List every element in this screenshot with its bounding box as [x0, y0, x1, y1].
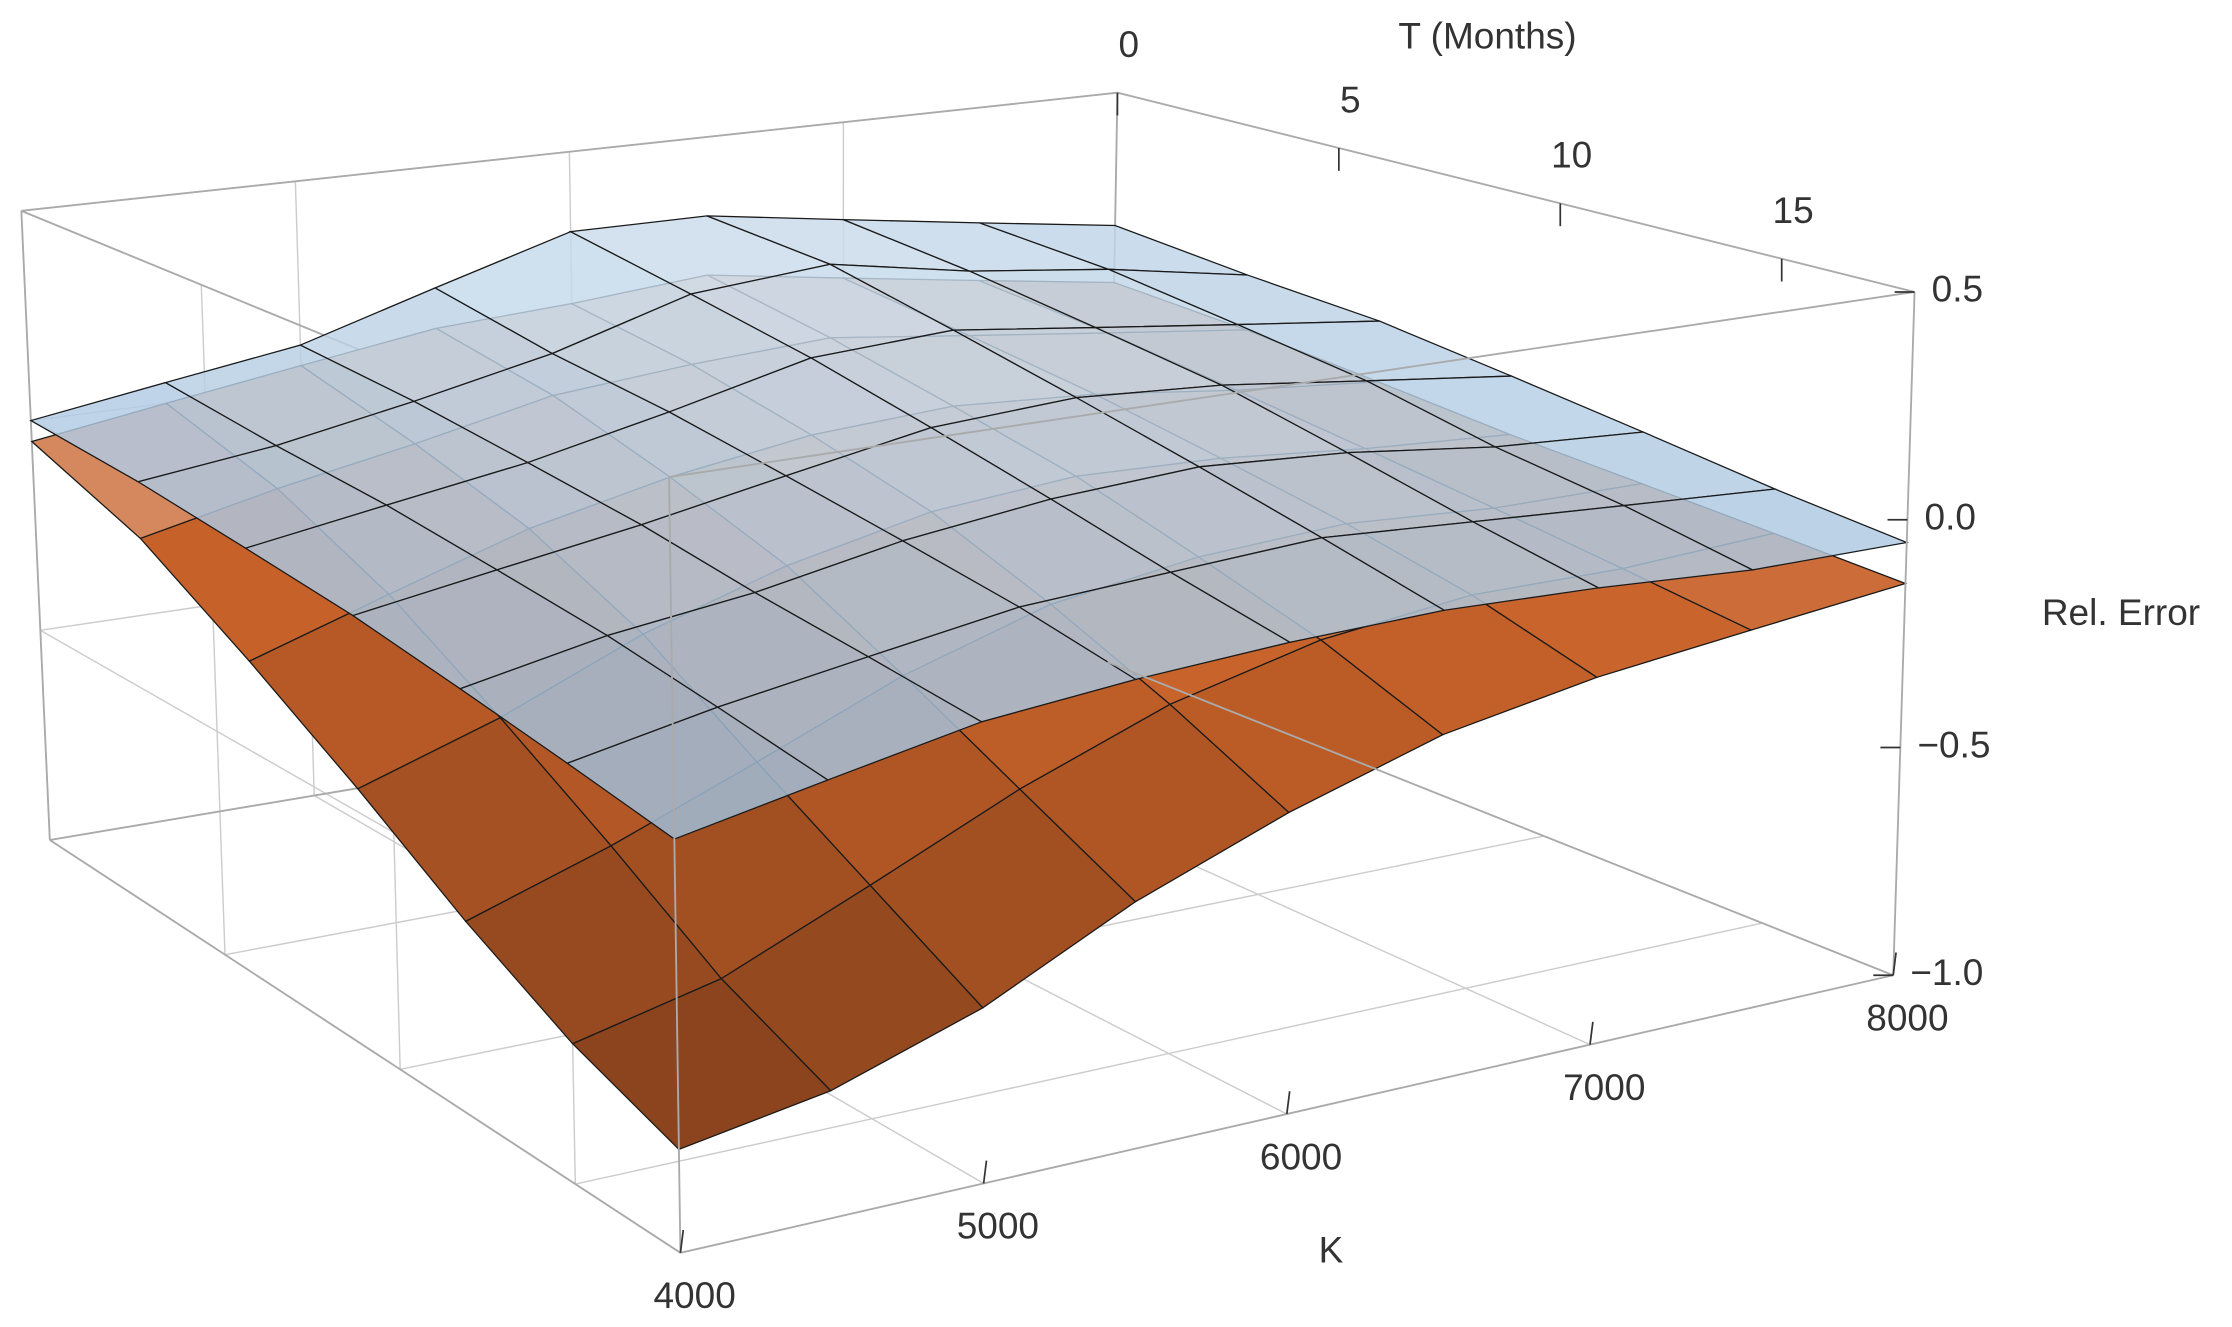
tick-mark: [1892, 952, 1897, 976]
y-tick-label: 0: [1119, 23, 1140, 65]
box-edge: [1117, 91, 1915, 293]
box-edge: [21, 91, 1118, 212]
y-tick-label: 10: [1551, 134, 1592, 176]
tick-mark: [982, 1160, 988, 1184]
x-tick-label: 5000: [957, 1205, 1039, 1247]
x-axis-label: K: [1319, 1229, 1344, 1271]
box-edge: [1107, 661, 1894, 977]
grid-line: [575, 922, 1763, 1185]
y-tick-label: 5: [1340, 78, 1361, 120]
box-edge: [20, 210, 51, 841]
z-tick-label: 0.0: [1925, 496, 1976, 538]
z-tick-label: −0.5: [1917, 723, 1990, 765]
box-edge: [668, 477, 682, 1253]
box-edge: [1892, 291, 1916, 976]
x-tick-label: 4000: [653, 1274, 735, 1316]
box-edge: [668, 291, 1915, 478]
z-tick-label: −1.0: [1910, 951, 1983, 993]
x-tick-label: 7000: [1563, 1066, 1645, 1108]
z-axis-label: Rel. Error: [2042, 591, 2200, 633]
tick-mark: [1589, 1021, 1594, 1045]
y-tick-label: 15: [1773, 189, 1814, 231]
x-tick-label: 8000: [1866, 997, 1948, 1039]
y-axis-label: T (Months): [1398, 14, 1576, 56]
box-edge: [49, 839, 681, 1254]
x-tick-label: 6000: [1260, 1135, 1342, 1177]
tick-mark: [679, 1229, 685, 1253]
z-tick-label: 0.5: [1932, 268, 1983, 310]
tick-mark: [1285, 1091, 1291, 1115]
